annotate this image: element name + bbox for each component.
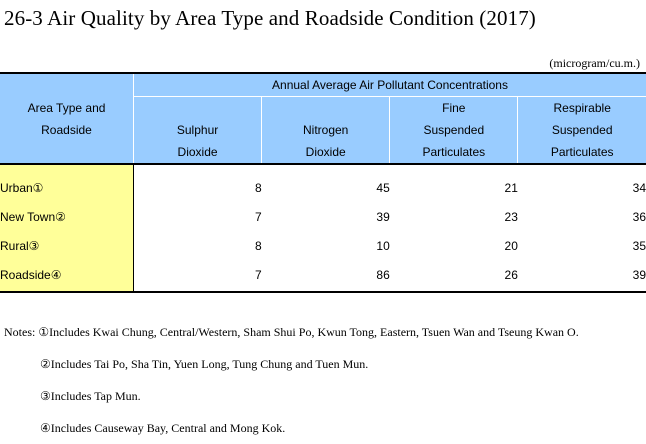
value-cell: 86 <box>262 260 390 292</box>
area-header-line-1: Area Type and <box>28 101 106 115</box>
table-row: Urban① 8 45 21 34 <box>0 164 646 202</box>
value-cell: 21 <box>390 164 518 202</box>
value-cell: 34 <box>518 164 646 202</box>
note-text: ①Includes Kwai Chung, Central/Western, S… <box>38 325 578 339</box>
note-3: ③Includes Tap Mun. <box>4 380 579 412</box>
table-row: Rural③ 8 10 20 35 <box>0 231 646 260</box>
unit-label: (microgram/cu.m.) <box>549 56 640 71</box>
col-header-line: Dioxide <box>178 145 218 159</box>
row-label: Urban① <box>0 164 134 202</box>
value-cell: 45 <box>262 164 390 202</box>
value-cell: 36 <box>518 202 646 231</box>
col-header-nitrogen-dioxide: Nitrogen Dioxide <box>262 97 390 165</box>
row-label: New Town② <box>0 202 134 231</box>
col-header-line: Suspended <box>423 123 484 137</box>
notes-label: Notes: <box>4 325 38 339</box>
note-4: ④Includes Causeway Bay, Central and Mong… <box>4 412 579 444</box>
pollutant-group-header: Annual Average Air Pollutant Concentrati… <box>134 73 646 97</box>
col-header-line: Suspended <box>552 123 613 137</box>
value-cell: 26 <box>390 260 518 292</box>
value-cell: 7 <box>134 202 262 231</box>
value-cell: 10 <box>262 231 390 260</box>
value-cell: 35 <box>518 231 646 260</box>
note-1: Notes: ①Includes Kwai Chung, Central/Wes… <box>4 316 579 348</box>
area-header-line-2: Roadside <box>41 123 92 137</box>
col-header-line: Dioxide <box>306 145 346 159</box>
value-cell: 39 <box>262 202 390 231</box>
col-header-fine-particulates: Fine Suspended Particulates <box>390 97 518 165</box>
table-row: Roadside④ 7 86 26 39 <box>0 260 646 292</box>
col-header-respirable-particulates: Respirable Suspended Particulates <box>518 97 646 165</box>
value-cell: 8 <box>134 164 262 202</box>
note-2: ②Includes Tai Po, Sha Tin, Yuen Long, Tu… <box>4 348 579 380</box>
col-header-line: Nitrogen <box>303 123 348 137</box>
col-header-line: Particulates <box>422 145 485 159</box>
area-type-header: Area Type and Roadside <box>0 73 134 164</box>
col-header-line: Sulphur <box>177 123 218 137</box>
table-row: New Town② 7 39 23 36 <box>0 202 646 231</box>
col-header-line: Respirable <box>554 101 611 115</box>
value-cell: 20 <box>390 231 518 260</box>
value-cell: 8 <box>134 231 262 260</box>
col-header-sulphur-dioxide: Sulphur Dioxide <box>134 97 262 165</box>
air-quality-table: Area Type and Roadside Annual Average Ai… <box>0 72 646 293</box>
notes-section: Notes: ①Includes Kwai Chung, Central/Wes… <box>4 316 579 444</box>
value-cell: 23 <box>390 202 518 231</box>
col-header-line: Particulates <box>551 145 614 159</box>
col-header-line: Fine <box>442 101 465 115</box>
page-title: 26-3 Air Quality by Area Type and Roadsi… <box>4 6 536 31</box>
row-label: Roadside④ <box>0 260 134 292</box>
value-cell: 7 <box>134 260 262 292</box>
value-cell: 39 <box>518 260 646 292</box>
row-label: Rural③ <box>0 231 134 260</box>
